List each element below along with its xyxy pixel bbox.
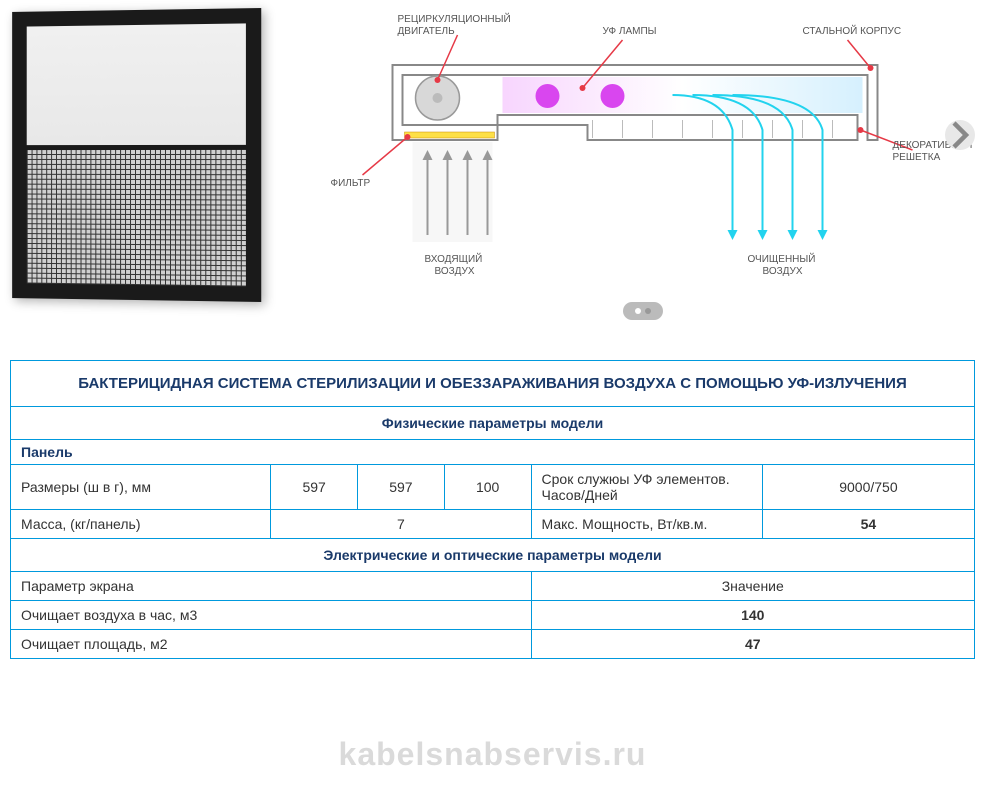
chevron-right-icon: [945, 120, 975, 150]
dim-label: Размеры (ш в г), мм: [11, 465, 271, 510]
section1-header: Физические параметры модели: [11, 407, 975, 440]
label-uvlamps: УФ ЛАМПЫ: [603, 26, 657, 37]
airflow-label: Очищает воздуха в час, м3: [11, 601, 532, 630]
table-title: БАКТЕРИЦИДНАЯ СИСТЕМА СТЕРИЛИЗАЦИИ И ОБЕ…: [11, 361, 975, 407]
value-header: Значение: [531, 572, 974, 601]
area-label: Очищает площадь, м2: [11, 630, 532, 659]
label-airout-1: ОЧИЩЕННЫЙ: [748, 252, 816, 265]
airflow-diagram: РЕЦИРКУЛЯЦИОННЫЙ ДВИГАТЕЛЬ УФ ЛАМПЫ СТАЛ…: [310, 10, 975, 320]
param-header: Параметр экрана: [11, 572, 532, 601]
dim-w: 597: [271, 465, 358, 510]
label-grille-2: РЕШЕТКА: [893, 152, 941, 163]
label-airin-2: ВОЗДУХ: [435, 266, 475, 277]
carousel-next-button[interactable]: [945, 120, 975, 150]
dim-d: 100: [444, 465, 531, 510]
power-value: 54: [762, 510, 974, 539]
life-label: Срок служюы УФ элементов. Часов/Дней: [531, 465, 762, 510]
power-label: Макс. Мощность, Вт/кв.м.: [531, 510, 762, 539]
mass-value: 7: [271, 510, 531, 539]
airflow-value: 140: [531, 601, 974, 630]
product-photo: [10, 10, 280, 320]
dim-h: 597: [358, 465, 445, 510]
label-airin-1: ВХОДЯЩИЙ: [425, 252, 483, 265]
section2-header: Электрические и оптические параметры мод…: [11, 539, 975, 572]
watermark: kabelsnabservis.ru: [339, 736, 647, 773]
label-case: СТАЛЬНОЙ КОРПУС: [803, 24, 902, 37]
label-filter: ФИЛЬТР: [331, 178, 371, 189]
carousel-pagination[interactable]: [623, 302, 663, 320]
label-motor-2: ДВИГАТЕЛЬ: [398, 26, 456, 37]
mass-label: Масса, (кг/панель): [11, 510, 271, 539]
life-value: 9000/750: [762, 465, 974, 510]
label-airout-2: ВОЗДУХ: [763, 266, 803, 277]
area-value: 47: [531, 630, 974, 659]
label-motor: РЕЦИРКУЛЯЦИОННЫЙ: [398, 12, 511, 25]
specs-table: БАКТЕРИЦИДНАЯ СИСТЕМА СТЕРИЛИЗАЦИИ И ОБЕ…: [10, 360, 975, 659]
panel-label: Панель: [11, 440, 975, 465]
